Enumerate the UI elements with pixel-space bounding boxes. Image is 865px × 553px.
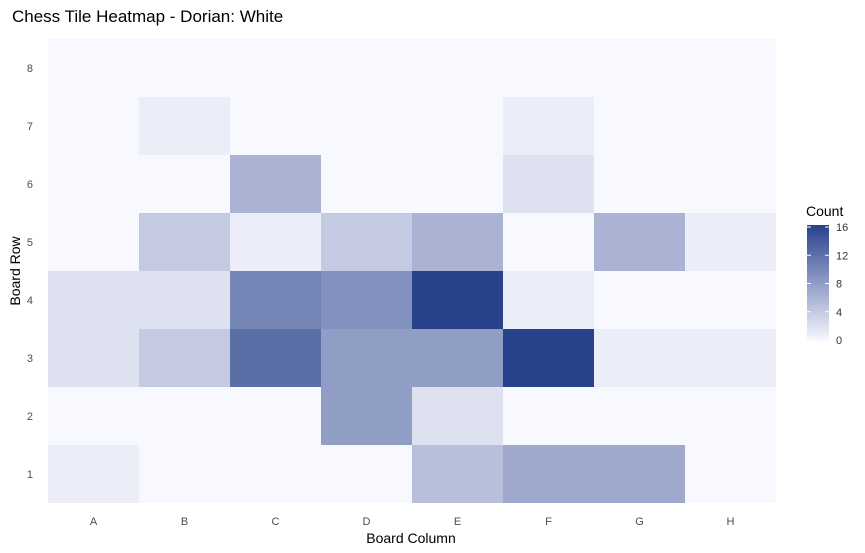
y-tick-label: 8 xyxy=(27,63,33,75)
heatmap-tile xyxy=(503,445,594,503)
heatmap-tile xyxy=(230,97,321,155)
x-tick-label: B xyxy=(181,516,188,528)
heatmap-tile xyxy=(48,39,139,97)
heatmap-tile xyxy=(321,387,412,445)
heatmap-tile xyxy=(685,329,776,387)
x-tick-label: H xyxy=(727,516,735,528)
heatmap-tile xyxy=(412,445,503,503)
heatmap-tile xyxy=(594,387,685,445)
y-tick-label: 6 xyxy=(27,179,33,191)
heatmap-tile xyxy=(685,387,776,445)
x-tick-label: A xyxy=(90,516,98,528)
legend-tick-label: 4 xyxy=(836,307,842,319)
y-axis-ticks: 1 2 3 4 5 6 7 8 xyxy=(27,63,33,481)
tile-layer xyxy=(48,39,776,503)
x-tick-label: F xyxy=(545,516,552,528)
heatmap-tile xyxy=(594,445,685,503)
heatmap-tile xyxy=(48,387,139,445)
heatmap-tile xyxy=(503,155,594,213)
y-tick-label: 5 xyxy=(27,237,33,249)
heatmap-tile xyxy=(139,213,230,271)
heatmap-tile xyxy=(685,97,776,155)
heatmap-tile xyxy=(685,39,776,97)
heatmap-tile xyxy=(594,329,685,387)
heatmap-tile xyxy=(139,387,230,445)
x-tick-label: E xyxy=(454,516,461,528)
heatmap-tile xyxy=(503,329,594,387)
legend-ticks: 0 4 8 12 16 xyxy=(807,222,848,347)
heatmap-tile xyxy=(321,39,412,97)
heatmap-tile xyxy=(685,271,776,329)
x-tick-label: C xyxy=(272,516,280,528)
heatmap-tile xyxy=(230,329,321,387)
heatmap-tile xyxy=(594,155,685,213)
heatmap-tile xyxy=(48,155,139,213)
heatmap-tile xyxy=(412,97,503,155)
x-tick-label: G xyxy=(635,516,644,528)
legend-tick-label: 12 xyxy=(836,250,848,262)
heatmap-tile xyxy=(48,445,139,503)
heatmap-tile xyxy=(230,271,321,329)
legend-tick-label: 16 xyxy=(836,222,848,234)
heatmap-tile xyxy=(412,387,503,445)
heatmap-tile xyxy=(321,445,412,503)
heatmap-tile xyxy=(594,97,685,155)
heatmap-tile xyxy=(503,39,594,97)
heatmap-tile xyxy=(685,213,776,271)
heatmap-tile xyxy=(48,213,139,271)
legend-tick-label: 8 xyxy=(836,279,842,291)
y-tick-label: 4 xyxy=(27,295,33,307)
heatmap-tile xyxy=(139,97,230,155)
heatmap-tile xyxy=(139,39,230,97)
heatmap-tile xyxy=(321,329,412,387)
heatmap-tile xyxy=(685,155,776,213)
heatmap-tile xyxy=(321,155,412,213)
heatmap-tile xyxy=(48,97,139,155)
chart-title: Chess Tile Heatmap - Dorian: White xyxy=(12,7,283,26)
heatmap-tile xyxy=(594,271,685,329)
legend-color-bar xyxy=(807,225,829,341)
heatmap-tile xyxy=(503,387,594,445)
heatmap-tile xyxy=(594,39,685,97)
heatmap-tile xyxy=(412,329,503,387)
heatmap-tile xyxy=(139,155,230,213)
heatmap-tile xyxy=(139,329,230,387)
heatmap-tile xyxy=(321,213,412,271)
y-axis-title: Board Row xyxy=(7,235,23,305)
heatmap-tile xyxy=(503,271,594,329)
heatmap-tile xyxy=(412,213,503,271)
heatmap-tile xyxy=(321,97,412,155)
heatmap-tile xyxy=(230,39,321,97)
heatmap-tile xyxy=(48,271,139,329)
legend-title: Count xyxy=(806,203,843,219)
heatmap-tile xyxy=(685,445,776,503)
legend-tick-label: 0 xyxy=(836,335,842,347)
heatmap-tile xyxy=(48,329,139,387)
y-tick-label: 2 xyxy=(27,411,33,423)
y-tick-label: 3 xyxy=(27,353,33,365)
y-tick-label: 7 xyxy=(27,121,33,133)
x-axis-ticks: A B C D E F G H xyxy=(90,516,735,528)
heatmap-tile xyxy=(230,387,321,445)
heatmap-tile xyxy=(230,155,321,213)
heatmap-tile xyxy=(412,155,503,213)
heatmap-tile xyxy=(321,271,412,329)
heatmap-tile xyxy=(503,97,594,155)
x-tick-label: D xyxy=(363,516,371,528)
heatmap-tile xyxy=(230,213,321,271)
heatmap-tile xyxy=(412,271,503,329)
heatmap-tile xyxy=(139,445,230,503)
heatmap-tile xyxy=(412,39,503,97)
heatmap-tile xyxy=(230,445,321,503)
heatmap-tile xyxy=(503,213,594,271)
color-legend: Count 0 4 8 12 16 xyxy=(806,203,848,347)
heatmap-tile xyxy=(594,213,685,271)
y-tick-label: 1 xyxy=(27,469,33,481)
x-axis-title: Board Column xyxy=(366,530,456,546)
heatmap-tile xyxy=(139,271,230,329)
